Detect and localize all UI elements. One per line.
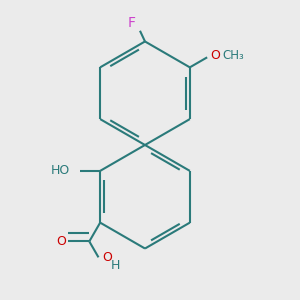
Text: O: O [210,49,220,62]
Text: O: O [103,251,112,264]
Text: O: O [57,235,67,248]
Text: CH₃: CH₃ [222,49,244,62]
Text: HO: HO [51,164,70,177]
Text: H: H [111,259,121,272]
Text: F: F [128,16,136,30]
